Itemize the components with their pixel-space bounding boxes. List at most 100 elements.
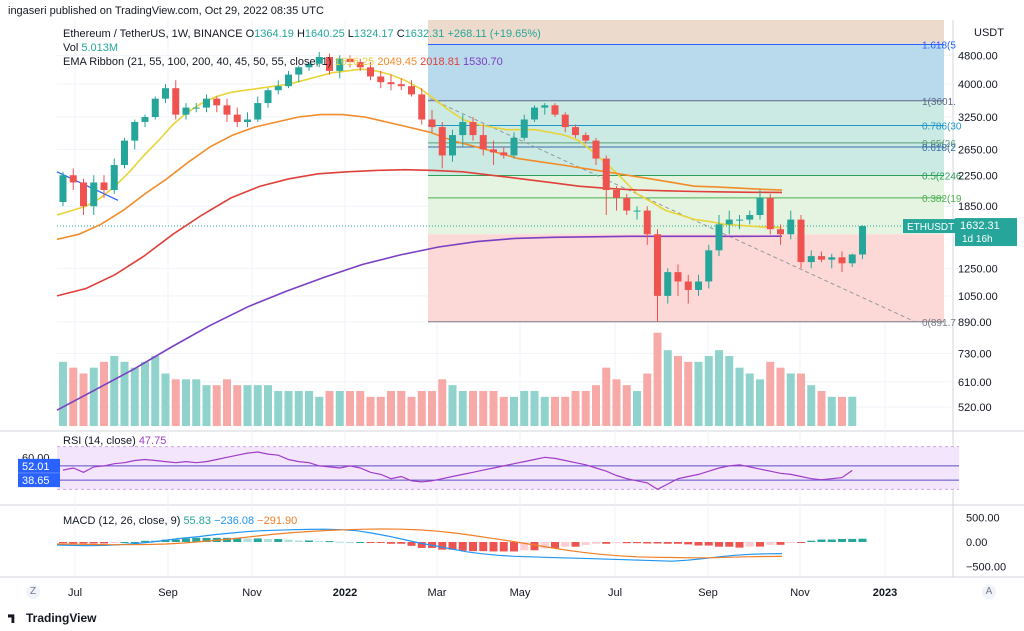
candle-body (59, 175, 67, 203)
volume-bar (130, 367, 139, 426)
candle-body (172, 88, 180, 115)
macd-histogram-bar (499, 542, 508, 552)
candle-body (336, 58, 344, 71)
auto-scale-button[interactable]: A (982, 585, 996, 599)
volume-bar (827, 396, 836, 426)
volume-bar (704, 356, 713, 426)
macd-histogram-bar (366, 542, 375, 543)
volume-bar (253, 385, 262, 426)
candle-body (756, 197, 764, 216)
symbol-tag (903, 219, 955, 234)
macd-histogram-bar (653, 542, 662, 544)
volume-bar (356, 391, 365, 426)
macd-histogram-bar (223, 537, 231, 542)
macd-histogram-bar (725, 542, 734, 547)
candle-body (469, 121, 477, 136)
macd-line (56, 528, 783, 562)
macd-histogram-bar (797, 542, 805, 543)
macd-histogram-bar (325, 541, 334, 543)
macd-histogram-bar (520, 542, 529, 551)
candle-body (131, 121, 139, 141)
candle-body (223, 105, 231, 115)
volume-bar (571, 391, 580, 426)
macd-histogram-bar (571, 542, 580, 547)
price-tick-label: 730.00 (958, 348, 992, 360)
ohlc-key: C (394, 28, 405, 40)
candle-body (182, 107, 190, 115)
macd-histogram-bar (827, 539, 836, 542)
rsi-tag-upper-text: 52.01 (22, 461, 50, 473)
tradingview-logo[interactable]: TradingView (8, 611, 96, 625)
macd-histogram-bar (233, 537, 242, 542)
volume-bar (182, 379, 190, 426)
candle-body (674, 272, 682, 282)
volume-bar (499, 396, 508, 426)
macd-histogram-bar (100, 542, 108, 544)
candle-body (541, 105, 549, 108)
volume-bar (807, 385, 816, 426)
time-axis-label: 2022 (333, 587, 357, 599)
macd-histogram-bar (387, 542, 395, 544)
macd-histogram-bar (274, 539, 283, 542)
macd-histogram-bar (130, 542, 139, 543)
volume-bar (776, 367, 785, 426)
candle-body (510, 137, 518, 156)
candle-body (490, 149, 497, 153)
volume-bar (407, 396, 416, 426)
candle-body (459, 121, 467, 136)
candle-body (408, 86, 415, 95)
volume-bar (428, 391, 436, 426)
candle-body (80, 182, 87, 207)
volume-bar (417, 391, 426, 426)
ema-legend-value: 1616.25 (335, 56, 378, 68)
fib-level-label: 0.5(2246 (922, 172, 962, 183)
timezone-button[interactable]: Z (26, 585, 40, 599)
rsi-tag-lower-text: 38.65 (22, 475, 50, 487)
candle-body (90, 182, 98, 207)
candle-body (623, 197, 631, 211)
macd-legend-value: 55.83 (183, 515, 214, 527)
candle-body (397, 84, 405, 87)
volume-bar (602, 367, 611, 426)
price-tick-label: 1250.00 (958, 263, 998, 275)
macd-histogram-bar (335, 541, 344, 543)
ohlc-value: 1640.25 (305, 28, 345, 40)
volume-bar (274, 391, 283, 426)
candle-body (428, 119, 436, 128)
candle-body (305, 63, 313, 68)
countdown-label: 1d 16h (962, 234, 993, 245)
volume-bar (376, 396, 385, 426)
candle-body (449, 135, 456, 156)
candle-body (100, 182, 108, 190)
macd-histogram-bar (315, 541, 324, 543)
volume-bar (715, 350, 723, 426)
candle-body (326, 56, 333, 71)
ema-legend-value: 2049.45 (377, 56, 420, 68)
macd-histogram-bar (540, 542, 549, 549)
fib-level-label: 0.65(26 (922, 139, 956, 150)
volume-bar (264, 385, 272, 426)
volume-bar (387, 391, 395, 426)
volume-bar (643, 373, 652, 426)
volume-bar (797, 373, 805, 426)
volume-bar (223, 379, 231, 426)
macd-histogram-bar (643, 542, 652, 544)
macd-histogram-bar (479, 542, 488, 552)
volume-bar (592, 385, 600, 426)
candle-body (141, 117, 149, 122)
volume-bar (89, 367, 98, 426)
volume-bar (59, 361, 67, 426)
macd-histogram-bar (110, 542, 119, 543)
volume-bar (110, 356, 119, 426)
candle-body (715, 224, 723, 251)
fib-level-label: 0.618(2 (922, 143, 956, 154)
macd-histogram-bar (417, 542, 426, 548)
volume-bar (171, 379, 180, 426)
ohlc-value: 1632.31 (405, 28, 445, 40)
macd-histogram-bar (469, 542, 477, 552)
time-axis-label: Sep (698, 587, 718, 599)
rsi-band (57, 446, 959, 490)
macd-histogram-bar (776, 542, 785, 545)
macd-histogram-bar (838, 538, 846, 542)
